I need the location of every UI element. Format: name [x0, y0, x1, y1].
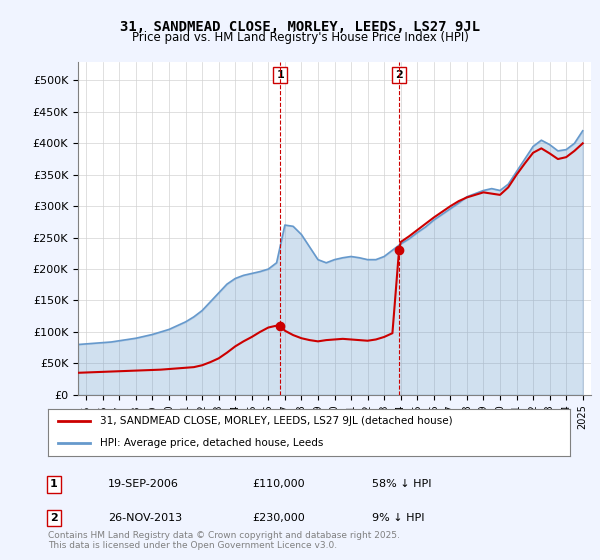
Text: 26-NOV-2013: 26-NOV-2013	[108, 513, 182, 523]
Text: Price paid vs. HM Land Registry's House Price Index (HPI): Price paid vs. HM Land Registry's House …	[131, 31, 469, 44]
Text: 1: 1	[277, 70, 284, 80]
Text: 2: 2	[50, 513, 58, 523]
Text: 2: 2	[395, 70, 403, 80]
Text: 19-SEP-2006: 19-SEP-2006	[108, 479, 179, 489]
Text: 31, SANDMEAD CLOSE, MORLEY, LEEDS, LS27 9JL: 31, SANDMEAD CLOSE, MORLEY, LEEDS, LS27 …	[120, 20, 480, 34]
Text: 31, SANDMEAD CLOSE, MORLEY, LEEDS, LS27 9JL (detached house): 31, SANDMEAD CLOSE, MORLEY, LEEDS, LS27 …	[100, 416, 453, 426]
Text: £230,000: £230,000	[252, 513, 305, 523]
Text: Contains HM Land Registry data © Crown copyright and database right 2025.
This d: Contains HM Land Registry data © Crown c…	[48, 530, 400, 550]
Text: £110,000: £110,000	[252, 479, 305, 489]
Text: 9% ↓ HPI: 9% ↓ HPI	[372, 513, 425, 523]
Text: 1: 1	[50, 479, 58, 489]
Text: HPI: Average price, detached house, Leeds: HPI: Average price, detached house, Leed…	[100, 438, 323, 448]
Text: 58% ↓ HPI: 58% ↓ HPI	[372, 479, 431, 489]
